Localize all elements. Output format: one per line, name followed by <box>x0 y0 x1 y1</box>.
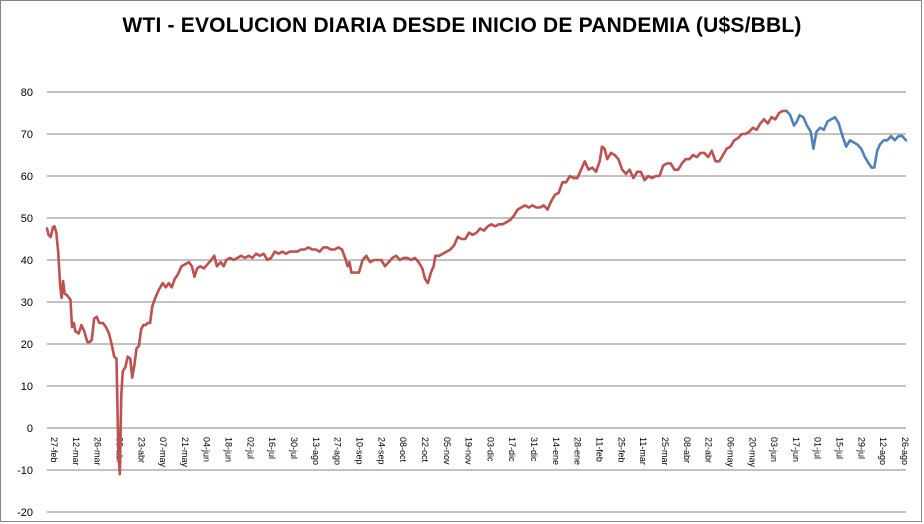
x-tick-label: 08-oct <box>398 437 408 463</box>
x-tick-label: 06-may <box>725 437 735 468</box>
y-tick-label: 80 <box>21 87 33 99</box>
x-tick-label: 21-may <box>180 437 190 468</box>
y-tick-label: 60 <box>21 171 33 183</box>
x-tick-label: 12-ago <box>878 437 888 465</box>
y-axis-labels: -20 -10 0 10 20 30 40 50 60 70 80 <box>17 87 33 519</box>
x-tick-label: 31-dic <box>529 437 539 462</box>
x-tick-label: 26-mar <box>93 437 103 466</box>
x-tick-label: 17-jun <box>791 437 801 462</box>
x-tick-label: 24-sep <box>376 437 386 465</box>
x-tick-label: 01-jul <box>813 437 823 459</box>
x-axis-labels: 27-feb 12-mar 26-mar 09-abr 23-abr 07-may 21-m… <box>49 437 910 468</box>
x-tick-label: 15-jul <box>835 437 845 459</box>
x-tick-label: 27-feb <box>49 437 59 463</box>
gridlines <box>47 91 906 513</box>
x-tick-label: 28-ene <box>573 437 583 465</box>
series-lines <box>45 109 908 476</box>
x-tick-label: 22-oct <box>420 437 430 463</box>
x-tick-label: 20-may <box>747 437 757 468</box>
x-tick-label: 23-abr <box>136 437 146 463</box>
x-tick-label: 13-ago <box>311 437 321 465</box>
y-tick-label: 50 <box>21 213 33 225</box>
x-tick-label: 16-jul <box>267 437 277 459</box>
x-tick-label: 11-feb <box>595 437 605 462</box>
x-tick-label: 03-jun <box>769 437 779 462</box>
x-tick-label: 19-nov <box>464 437 474 465</box>
y-tick-label: 40 <box>21 255 33 267</box>
x-tick-label: 30-jul <box>289 437 299 459</box>
x-tick-label: 25-mar <box>660 437 670 466</box>
series-line-1 <box>45 109 788 476</box>
x-tick-label: 25-feb <box>616 437 626 463</box>
x-tick-label: 05-nov <box>442 437 452 465</box>
x-tick-label: 03-dic <box>485 437 495 462</box>
x-tick-label: 04-jun <box>202 437 212 462</box>
series-line-2 <box>785 109 908 169</box>
x-tick-label: 11-mar <box>638 437 648 465</box>
x-tick-label: 10-sep <box>354 437 364 465</box>
x-tick-label: 29-jul <box>856 437 866 459</box>
y-tick-label: 10 <box>21 381 33 393</box>
x-tick-label: 18-jun <box>224 437 234 462</box>
y-tick-label: 70 <box>21 129 33 141</box>
chart-title: WTI - EVOLUCION DIARIA DESDE INICIO DE P… <box>122 14 802 37</box>
y-tick-label: 30 <box>21 297 33 309</box>
x-tick-label: 26-ago <box>900 437 910 465</box>
y-tick-label: 0 <box>27 423 33 435</box>
x-tick-label: 12-mar <box>71 437 81 466</box>
x-tick-label: 27-ago <box>333 437 343 465</box>
y-tick-label: -20 <box>17 507 33 519</box>
x-tick-label: 07-may <box>158 437 168 468</box>
x-tick-label: 08-abr <box>682 437 692 463</box>
x-tick-label: 02-jul <box>245 437 255 459</box>
y-tick-label: 20 <box>21 339 33 351</box>
y-tick-label: -10 <box>17 465 33 477</box>
x-tick-label: 22-abr <box>704 437 714 463</box>
x-tick-label: 14-ene <box>551 437 561 465</box>
x-tick-label: 17-dic <box>507 437 517 462</box>
